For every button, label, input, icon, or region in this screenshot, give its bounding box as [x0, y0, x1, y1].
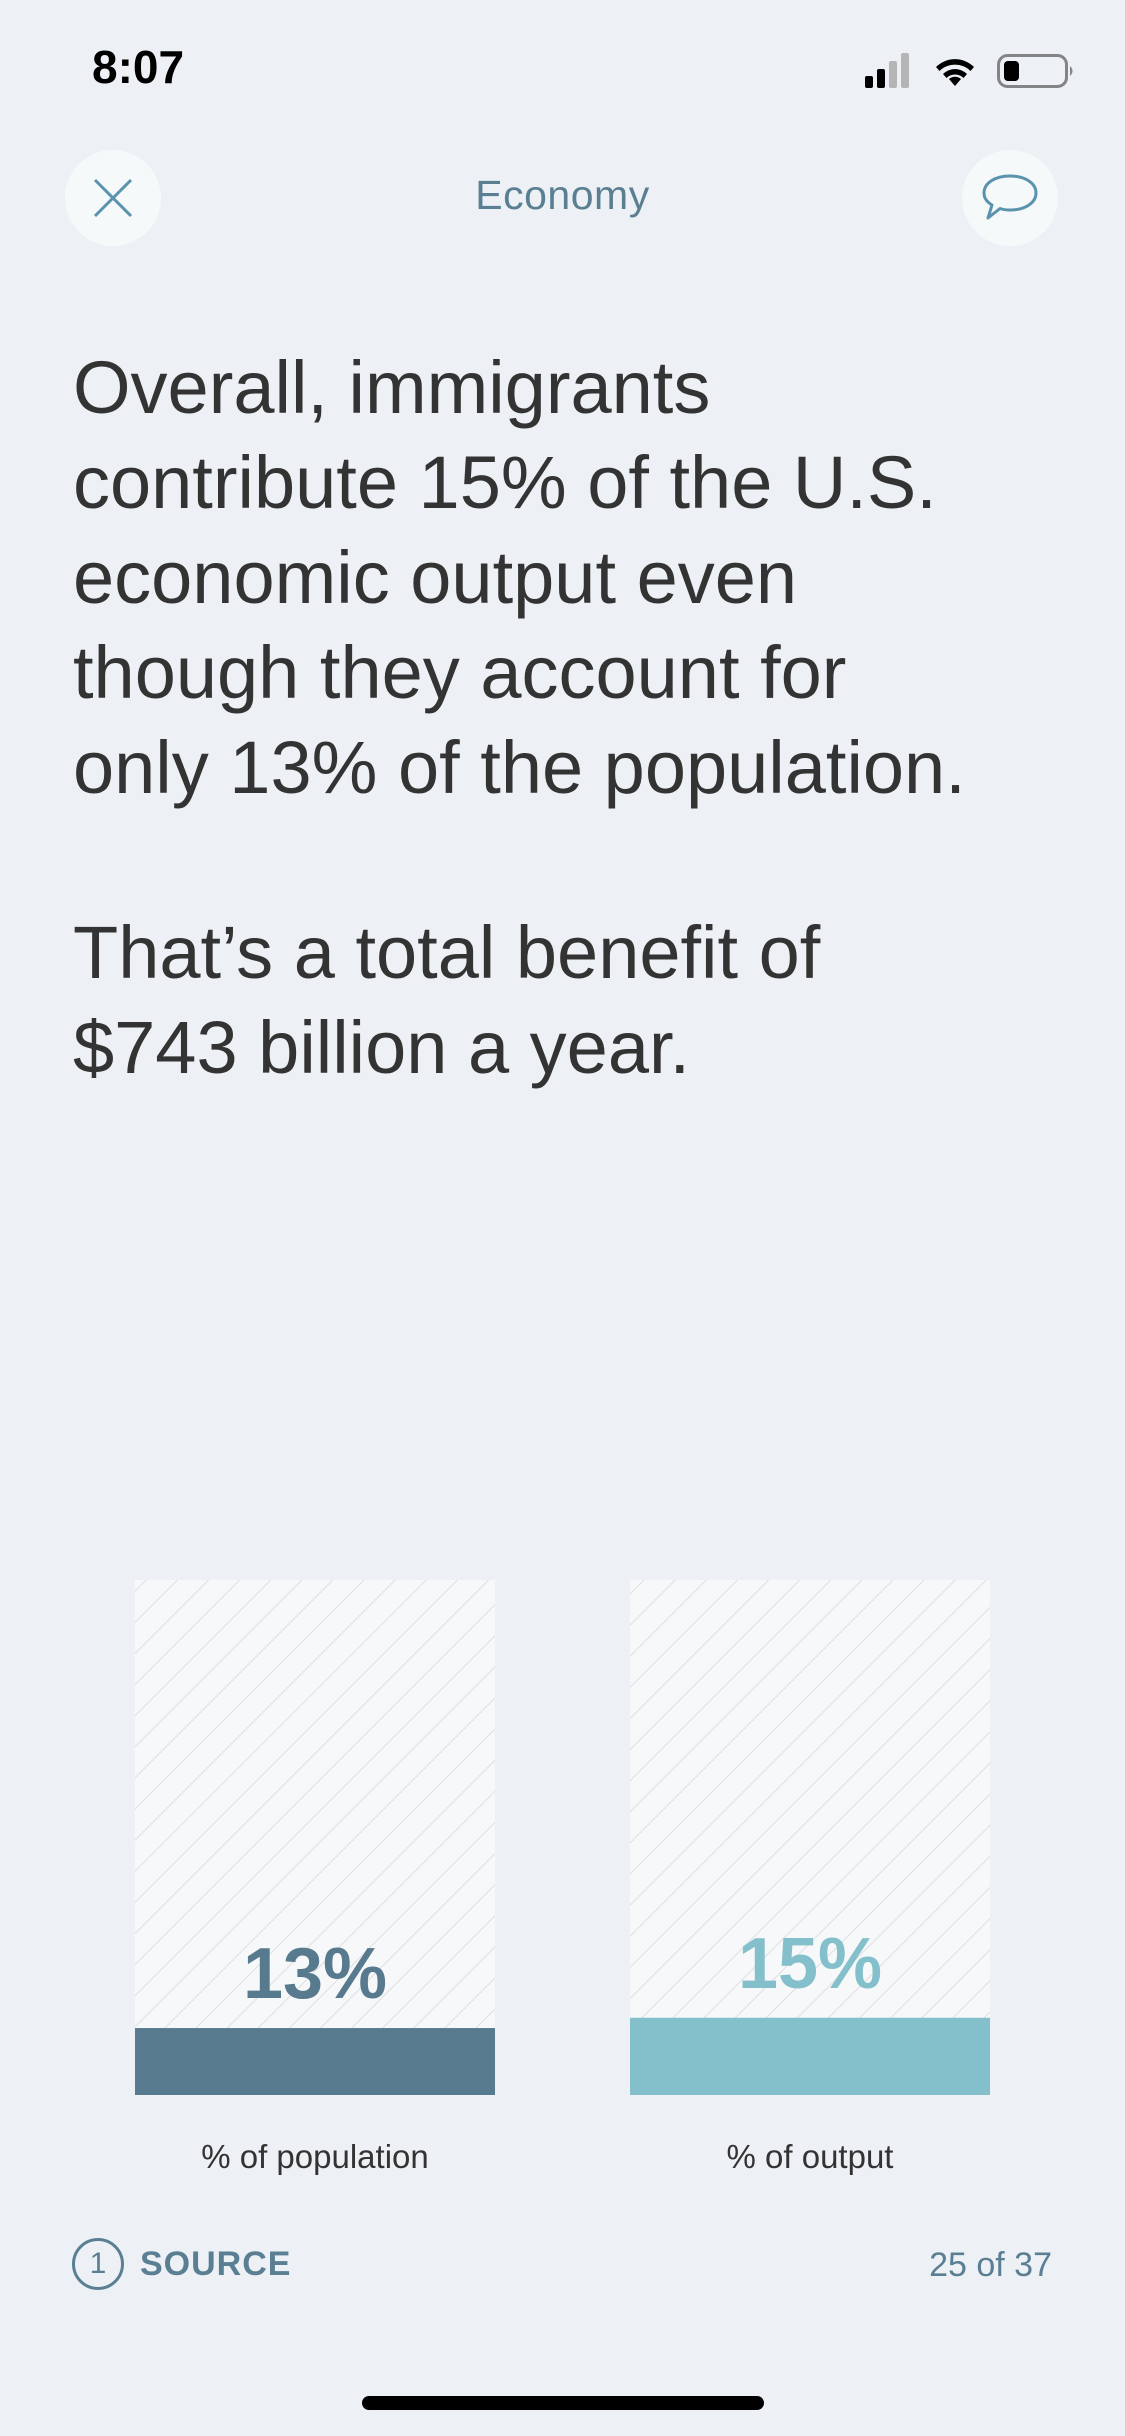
headline-line: only 13% of the population. — [73, 726, 966, 809]
page-title: Economy — [475, 172, 650, 218]
source-label: SOURCE — [140, 2244, 292, 2283]
bar — [135, 2028, 495, 2095]
source-button[interactable]: 1 SOURCE — [72, 2234, 291, 2294]
headline: Overall, immigrants contribute 15% of th… — [73, 340, 1083, 815]
comment-button[interactable] — [962, 150, 1058, 246]
subheadline-line: That’s a total benefit of — [73, 911, 821, 994]
status-bar: 8:07 — [0, 0, 1125, 140]
close-icon — [93, 178, 133, 218]
subheadline: That’s a total benefit of $743 billion a… — [73, 905, 1073, 1095]
nav-bar: Economy — [0, 148, 1125, 248]
bar — [630, 2017, 990, 2095]
subheadline-line: $743 billion a year. — [73, 1006, 691, 1089]
data-label: 15% — [738, 1924, 882, 2004]
headline-line: economic output even — [73, 536, 798, 619]
status-icons — [865, 48, 1085, 92]
data-label: 13% — [243, 1934, 387, 2014]
battery-icon — [997, 54, 1073, 88]
wifi-icon — [936, 59, 974, 86]
comment-icon — [982, 174, 1038, 220]
status-time: 8:07 — [92, 41, 185, 93]
headline-line: though they account for — [73, 631, 847, 714]
headline-line: contribute 15% of the U.S. — [73, 441, 937, 524]
source-count-badge: 1 — [72, 2238, 124, 2290]
page-counter: 25 of 37 — [929, 2246, 1052, 2284]
category-label: % of output — [727, 2138, 894, 2175]
bar-background — [135, 1580, 495, 2095]
bar-background — [630, 1580, 990, 2095]
cellular-signal-icon — [865, 53, 909, 88]
headline-line: Overall, immigrants — [73, 346, 711, 429]
comparison-chart: 13% % of population 15% % of output — [0, 1570, 1125, 2190]
category-label: % of population — [201, 2138, 429, 2175]
chart-svg: 13% % of population 15% % of output — [135, 1580, 990, 2175]
home-indicator[interactable] — [362, 2396, 764, 2410]
close-button[interactable] — [65, 150, 161, 246]
